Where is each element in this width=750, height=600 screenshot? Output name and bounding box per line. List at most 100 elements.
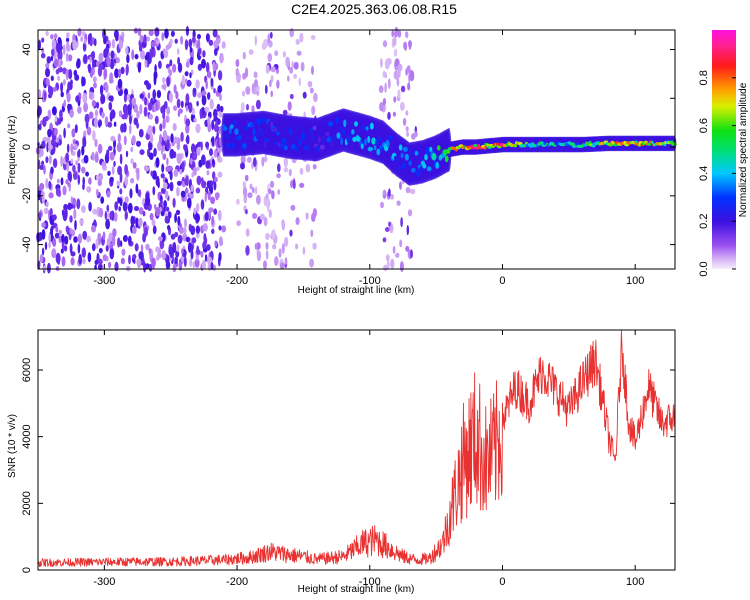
noise-cell xyxy=(41,37,45,43)
colorbar-label: Normalized spectral amplitude xyxy=(738,82,749,217)
noise-cell xyxy=(51,48,55,57)
noise-cell xyxy=(131,226,136,234)
noise-cell xyxy=(103,48,108,59)
noise-cell xyxy=(54,232,60,239)
chart-title: C2E4.2025.363.06.08.R15 xyxy=(291,1,457,17)
noise-cell xyxy=(289,28,295,38)
y-tick-label: 40 xyxy=(21,43,33,55)
noise-cell xyxy=(108,95,114,102)
noise-cell xyxy=(154,64,157,73)
noise-cell xyxy=(124,211,128,220)
signal-cell xyxy=(360,143,364,150)
signal-cell xyxy=(570,142,575,146)
noise-cell xyxy=(207,92,211,100)
noise-cell xyxy=(207,70,211,79)
colorbar-gradient xyxy=(712,30,736,269)
noise-cell xyxy=(206,61,210,73)
noise-cell xyxy=(74,124,78,134)
noise-cell xyxy=(295,217,300,226)
noise-cell xyxy=(180,131,184,142)
noise-cell xyxy=(383,264,388,271)
signal-cell xyxy=(426,166,432,172)
noise-cell xyxy=(185,25,189,37)
noise-cell xyxy=(66,161,70,172)
noise-cell xyxy=(387,111,391,120)
snr-line xyxy=(37,329,676,568)
noise-cell xyxy=(77,27,82,37)
noise-cell xyxy=(135,183,139,194)
noise-cell xyxy=(195,123,201,134)
noise-cell xyxy=(67,54,73,62)
noise-cell xyxy=(161,250,166,260)
signal-cell xyxy=(409,149,415,155)
noise-cell xyxy=(213,149,218,158)
noise-cell xyxy=(406,65,411,74)
noise-cell xyxy=(274,256,279,267)
noise-cell xyxy=(217,70,223,81)
noise-cell xyxy=(172,197,176,208)
noise-cell xyxy=(400,101,405,111)
noise-cell xyxy=(405,110,409,116)
noise-cell xyxy=(152,89,156,100)
noise-cell xyxy=(278,248,282,258)
y-tick-label: -40 xyxy=(21,237,33,253)
x-tick-label: -300 xyxy=(93,275,115,287)
noise-cell xyxy=(249,183,253,190)
noise-cell xyxy=(137,27,142,37)
noise-cell xyxy=(129,123,132,135)
signal-cell xyxy=(285,141,290,146)
noise-cell xyxy=(37,89,42,99)
noise-cell xyxy=(305,212,309,220)
noise-cell xyxy=(186,134,190,145)
noise-cell xyxy=(170,30,175,37)
noise-cell xyxy=(178,226,184,234)
noise-cell xyxy=(129,188,133,199)
noise-cell xyxy=(45,67,50,78)
noise-cell xyxy=(270,66,276,73)
signal-cell xyxy=(401,162,407,169)
y-tick-label: 2000 xyxy=(21,491,33,515)
noise-cell xyxy=(116,180,121,187)
noise-cell xyxy=(256,90,260,96)
noise-cell xyxy=(147,92,151,99)
noise-cell xyxy=(143,106,148,117)
noise-cell xyxy=(64,235,69,245)
noise-cell xyxy=(144,263,150,269)
noise-cell xyxy=(248,49,254,55)
noise-cell xyxy=(400,85,406,93)
noise-cell xyxy=(189,56,194,66)
noise-cell xyxy=(87,33,91,45)
noise-cell xyxy=(45,78,50,87)
noise-cell xyxy=(48,241,52,249)
noise-cell xyxy=(193,207,197,215)
colorbar: 0.0 0.2 0.4 0.6 0.8 Normalized spectral ampl… xyxy=(698,30,749,277)
noise-cell xyxy=(140,244,144,254)
noise-cell xyxy=(172,263,177,273)
noise-cell xyxy=(43,91,47,101)
noise-cell xyxy=(132,254,137,260)
noise-cell xyxy=(177,215,181,226)
noise-cell xyxy=(93,219,97,227)
signal-cell xyxy=(260,129,264,138)
noise-cell xyxy=(216,130,219,140)
noise-cell xyxy=(48,145,52,153)
signal-cell xyxy=(343,119,347,128)
signal-cell xyxy=(276,131,280,136)
noise-cell xyxy=(176,142,180,151)
noise-cell xyxy=(138,207,144,215)
noise-cell xyxy=(283,157,288,168)
noise-cell xyxy=(174,256,178,265)
noise-cell xyxy=(164,28,169,39)
noise-cell xyxy=(236,68,239,76)
noise-cell xyxy=(172,123,177,131)
noise-cell xyxy=(391,30,395,38)
noise-cell xyxy=(73,236,78,243)
noise-cell xyxy=(392,246,396,254)
noise-cell xyxy=(216,103,221,112)
x-tick-label: 100 xyxy=(626,275,644,287)
noise-cell xyxy=(155,255,160,261)
noise-cell xyxy=(107,121,113,128)
noise-cell xyxy=(47,109,52,120)
noise-cell xyxy=(256,250,262,262)
